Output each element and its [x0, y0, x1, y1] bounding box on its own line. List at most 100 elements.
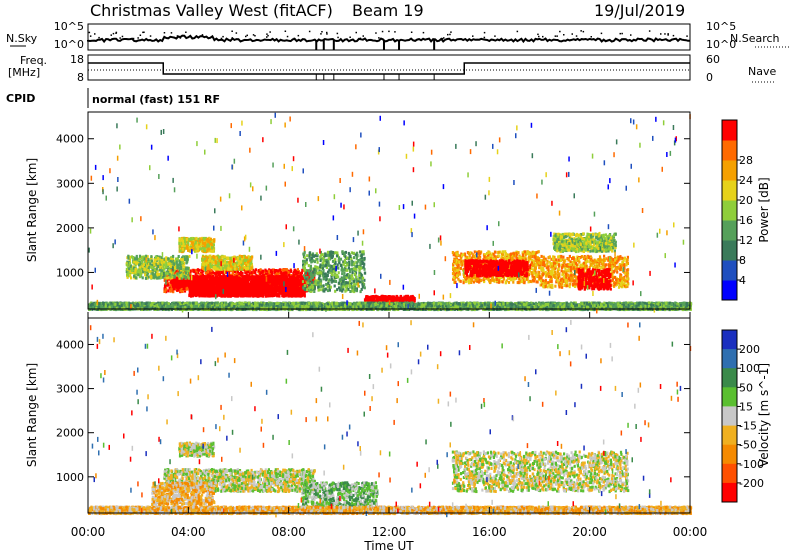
noise-point [231, 31, 233, 33]
noise-point [556, 35, 558, 37]
nave-label: Nave [748, 65, 776, 78]
noise-line [88, 36, 690, 42]
noise-point [423, 32, 425, 34]
noise-point [394, 31, 396, 32]
noise-point [267, 35, 269, 37]
noise-point [442, 38, 444, 40]
noise-point [180, 37, 182, 39]
noise-point [221, 38, 223, 40]
noise-point [337, 33, 339, 35]
data-cell [205, 272, 207, 275]
noise-series [88, 30, 690, 50]
noise-point [484, 37, 486, 39]
noise-point [449, 34, 451, 36]
noise-point [298, 35, 300, 37]
freq-panel-frame [88, 55, 690, 80]
data-cell [180, 289, 182, 292]
data-cell [216, 271, 218, 274]
data-cell [290, 269, 292, 272]
noise-point [98, 37, 100, 39]
noise-point [484, 32, 486, 34]
freq-unit-label: [MHz] [8, 66, 40, 79]
freq-right-tick-bottom: 0 [706, 71, 713, 84]
noise-point [266, 33, 268, 35]
data-cell [284, 268, 286, 271]
noise-point [326, 33, 328, 35]
noise-point [321, 31, 323, 33]
freq-right-tick-top: 60 [706, 53, 720, 66]
noise-point [447, 34, 449, 36]
noise-right-tick-top: 10^5 [706, 20, 736, 33]
cpid-label: CPID [6, 92, 35, 105]
data-cell [300, 272, 302, 275]
noise-point [326, 32, 328, 34]
noise-point [601, 33, 603, 35]
noise-point [232, 37, 234, 39]
noise-point [583, 31, 585, 33]
noise-point [630, 34, 632, 36]
noise-point [137, 37, 139, 39]
noise-point [115, 33, 117, 35]
freq-left-tick-bottom: 8 [77, 71, 84, 84]
noise-point [185, 32, 187, 34]
date-title: 19/Jul/2019 [594, 1, 685, 20]
noise-point [673, 35, 675, 37]
radar-summary-plot: Christmas Valley West (fitACF) Beam 19 1… [0, 0, 800, 554]
noise-point [621, 33, 623, 35]
noise-right-tick-bottom: 10^0 [706, 38, 736, 51]
noise-point [287, 36, 289, 38]
noise-point [349, 37, 351, 39]
freq-line [88, 63, 690, 74]
noise-point [620, 33, 622, 35]
data-cell [294, 269, 296, 272]
noise-point [555, 35, 557, 37]
noise-point [563, 34, 565, 36]
data-cell [164, 285, 166, 288]
noise-point [382, 31, 384, 33]
noise-point [254, 35, 256, 37]
noise-point [517, 31, 519, 33]
noise-point [360, 38, 362, 40]
nsearch-label: N.Search [730, 32, 780, 45]
noise-point [388, 31, 390, 32]
data-cell [255, 268, 257, 271]
noise-point [222, 36, 224, 38]
data-cell [167, 283, 169, 286]
noise-point [542, 36, 544, 38]
data-cell [274, 269, 276, 272]
noise-point [363, 35, 365, 37]
nsky-label: N.Sky [6, 32, 38, 45]
noise-point [320, 33, 322, 35]
noise-point [111, 34, 113, 36]
noise-point [94, 33, 96, 35]
data-cell [270, 270, 272, 273]
station-title: Christmas Valley West (fitACF) [90, 1, 333, 20]
noise-point [494, 35, 496, 37]
noise-point [580, 30, 582, 32]
data-cell [214, 272, 216, 275]
data-cell [165, 288, 167, 291]
data-cell [286, 268, 288, 271]
power-heatmap [88, 113, 692, 314]
noise-point [472, 35, 474, 37]
noise-point [90, 35, 92, 37]
noise-point [142, 32, 144, 33]
noise-point [89, 32, 91, 34]
data-cell [262, 270, 264, 273]
noise-point [140, 35, 142, 37]
noise-point [247, 35, 249, 37]
noise-point [649, 30, 651, 32]
noise-point [667, 33, 669, 35]
data-cell [170, 290, 172, 293]
data-cell [277, 269, 279, 272]
noise-point [266, 36, 268, 38]
noise-left-tick-top: 10^5 [54, 20, 84, 33]
data-cell [195, 272, 197, 275]
noise-point [122, 36, 124, 38]
freq-left-tick-top: 18 [70, 53, 84, 66]
data-cell [251, 271, 253, 274]
noise-point [378, 37, 380, 39]
beam-title: Beam 19 [352, 1, 424, 20]
noise-point [164, 32, 166, 34]
data-cell [259, 272, 261, 275]
